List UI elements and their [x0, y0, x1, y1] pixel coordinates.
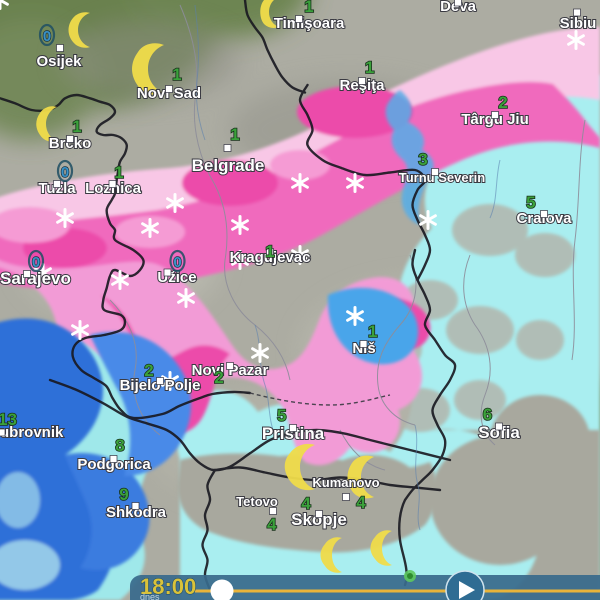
svg-text:0: 0: [61, 164, 69, 181]
svg-text:2: 2: [498, 93, 507, 112]
svg-text:0: 0: [43, 28, 51, 45]
svg-text:4: 4: [301, 494, 311, 513]
svg-text:Osijek: Osijek: [36, 53, 82, 70]
svg-text:13: 13: [0, 410, 17, 429]
svg-text:1: 1: [365, 58, 374, 77]
svg-text:Kumanovo: Kumanovo: [312, 475, 379, 490]
svg-text:9: 9: [119, 485, 128, 504]
svg-text:1: 1: [230, 125, 239, 144]
svg-text:Turnu Severin: Turnu Severin: [399, 170, 486, 185]
svg-text:6: 6: [483, 405, 492, 424]
svg-text:1: 1: [172, 65, 181, 84]
svg-text:1: 1: [72, 117, 81, 136]
svg-text:Timişoara: Timişoara: [274, 15, 345, 32]
svg-text:3: 3: [418, 150, 427, 169]
svg-text:Belgrade: Belgrade: [192, 156, 265, 175]
svg-text:2: 2: [144, 361, 153, 380]
svg-text:0: 0: [32, 254, 40, 271]
svg-text:1: 1: [114, 163, 123, 182]
svg-text:1: 1: [265, 242, 274, 261]
svg-text:4: 4: [267, 515, 277, 534]
svg-text:Sibiu: Sibiu: [560, 15, 597, 32]
svg-text:4: 4: [356, 493, 366, 512]
svg-text:1: 1: [368, 322, 377, 341]
svg-text:5: 5: [526, 193, 535, 212]
svg-text:2: 2: [214, 368, 223, 387]
svg-text:Tetovo: Tetovo: [236, 494, 278, 509]
svg-text:1: 1: [304, 0, 313, 16]
svg-text:0: 0: [173, 254, 181, 271]
svg-text:8: 8: [115, 436, 124, 455]
svg-text:5: 5: [277, 406, 286, 425]
svg-text:dnes: dnes: [140, 592, 160, 600]
